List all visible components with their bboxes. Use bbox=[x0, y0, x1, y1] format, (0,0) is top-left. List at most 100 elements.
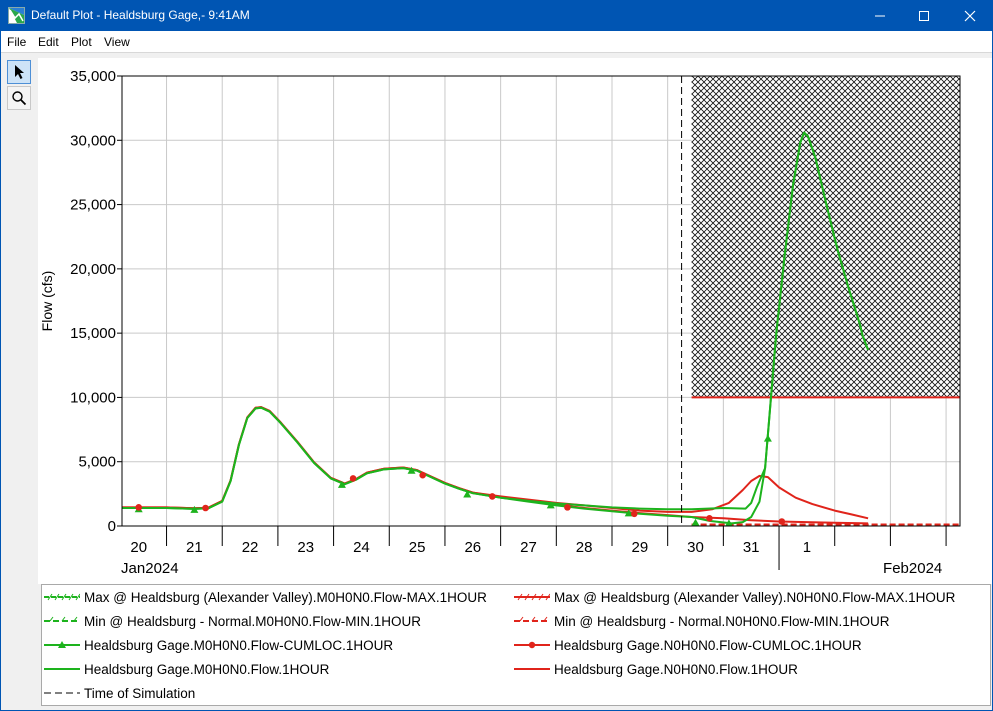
legend-label: Time of Simulation bbox=[84, 685, 196, 701]
plot-frame bbox=[121, 75, 961, 527]
legend-label: Healdsburg Gage.M0H0N0.Flow.1HOUR bbox=[84, 661, 330, 677]
plot-panel[interactable]: 0 5,000 10,000 15,000 20,000 25,000 30,000 35,0… bbox=[38, 58, 992, 584]
legend-swatch-max-m0 bbox=[44, 593, 80, 601]
x-tick-label: 25 bbox=[409, 539, 426, 556]
legend-item-max-n0[interactable]: Max @ Healdsburg (Alexander Valley).N0H0… bbox=[514, 587, 955, 607]
marker-triangle bbox=[546, 501, 555, 509]
legend-swatch-cumloc-n0 bbox=[514, 641, 550, 649]
hatched-region bbox=[691, 76, 960, 398]
arrow-pointer-icon bbox=[15, 65, 24, 79]
y-tick-label: 5,000 bbox=[78, 454, 116, 471]
marker-triangle bbox=[190, 505, 199, 513]
y-tick-label: 25,000 bbox=[70, 197, 116, 214]
legend-item-flow-n0[interactable]: Healdsburg Gage.N0H0N0.Flow.1HOUR bbox=[514, 659, 798, 679]
legend-label: Min @ Healdsburg - Normal.M0H0N0.Flow-MI… bbox=[84, 613, 422, 629]
window-titlebar[interactable]: Default Plot - Healdsburg Gage,- 9:41AM bbox=[0, 0, 993, 31]
legend-item-min-m0[interactable]: Min @ Healdsburg - Normal.M0H0N0.Flow-MI… bbox=[44, 611, 421, 631]
axes bbox=[117, 75, 961, 570]
x-tick-label: 1 bbox=[803, 539, 811, 556]
legend-item-cumloc-m0[interactable]: Healdsburg Gage.M0H0N0.Flow-CUMLOC.1HOUR bbox=[44, 635, 393, 655]
legend-item-time-of-simulation[interactable]: Time of Simulation bbox=[44, 683, 195, 703]
x-tick-label: 21 bbox=[186, 539, 203, 556]
series-line-4 bbox=[122, 131, 870, 525]
x-tick-label: 28 bbox=[576, 539, 593, 556]
plot-app-icon bbox=[8, 7, 25, 24]
zoom-tool-button[interactable] bbox=[7, 86, 31, 110]
x-tick-label: 27 bbox=[520, 539, 537, 556]
legend-swatch-min-m0 bbox=[44, 616, 80, 622]
x-tick-label: 29 bbox=[631, 539, 648, 556]
x-tick-label: 31 bbox=[743, 539, 760, 556]
y-axis-label: Flow (cfs) bbox=[39, 271, 55, 332]
marker-layer bbox=[134, 434, 786, 526]
marker-triangle bbox=[407, 466, 416, 474]
legend-label: Healdsburg Gage.N0H0N0.Flow-CUMLOC.1HOUR bbox=[554, 637, 862, 653]
y-tick-label: 20,000 bbox=[70, 261, 116, 278]
series-layer bbox=[122, 131, 960, 526]
menu-bar: File Edit Plot View bbox=[0, 31, 993, 53]
legend-label: Healdsburg Gage.N0H0N0.Flow.1HOUR bbox=[554, 661, 798, 677]
x-tick-label: 23 bbox=[297, 539, 314, 556]
y-tick-labels: 0 5,000 10,000 15,000 20,000 25,000 30,000 35,0… bbox=[70, 68, 116, 535]
y-tick-label: 10,000 bbox=[70, 389, 116, 406]
legend-item-min-n0[interactable]: Min @ Healdsburg - Normal.N0H0N0.Flow-MI… bbox=[514, 611, 890, 631]
menu-plot[interactable]: Plot bbox=[71, 35, 92, 49]
month-label: Feb2024 bbox=[883, 560, 942, 577]
month-label: Jan2024 bbox=[121, 560, 179, 577]
magnifier-icon bbox=[12, 91, 27, 106]
legend-panel[interactable]: Max @ Healdsburg (Alexander Valley).M0H0… bbox=[41, 584, 991, 706]
legend-item-max-m0[interactable]: Max @ Healdsburg (Alexander Valley).M0H0… bbox=[44, 587, 487, 607]
legend-label: Min @ Healdsburg - Normal.N0H0N0.Flow-MI… bbox=[554, 613, 890, 629]
marker-dot bbox=[778, 518, 786, 525]
marker-dot bbox=[706, 514, 713, 522]
marker-triangle bbox=[763, 434, 772, 442]
plot-toolbar bbox=[5, 58, 33, 114]
y-tick-label: 0 bbox=[108, 518, 116, 535]
x-tick-label: 26 bbox=[464, 539, 481, 556]
marker-dot bbox=[419, 471, 426, 479]
y-tick-label: 30,000 bbox=[70, 132, 116, 149]
window-frame-left bbox=[0, 31, 1, 711]
marker-triangle bbox=[624, 509, 633, 517]
max-flow-hatch bbox=[691, 76, 960, 398]
menu-view[interactable]: View bbox=[104, 35, 130, 49]
legend-swatch-max-n0 bbox=[514, 593, 550, 601]
maximize-button[interactable] bbox=[901, 0, 947, 31]
marker-dot bbox=[488, 493, 496, 500]
y-tick-label: 35,000 bbox=[70, 68, 116, 85]
pointer-tool-button[interactable] bbox=[7, 60, 31, 84]
legend-item-flow-m0[interactable]: Healdsburg Gage.M0H0N0.Flow.1HOUR bbox=[44, 659, 329, 679]
y-tick-label: 15,000 bbox=[70, 325, 116, 342]
flow-chart[interactable]: 0 5,000 10,000 15,000 20,000 25,000 30,000 35,0… bbox=[38, 58, 992, 584]
x-tick-label: 30 bbox=[687, 539, 704, 556]
marker-triangle bbox=[725, 519, 733, 526]
close-button[interactable] bbox=[947, 0, 993, 31]
minimize-button[interactable] bbox=[857, 0, 903, 31]
marker-dot bbox=[202, 504, 209, 512]
minimize-icon bbox=[875, 15, 885, 16]
legend-label: Healdsburg Gage.M0H0N0.Flow-CUMLOC.1HOUR bbox=[84, 637, 394, 653]
marker-triangle bbox=[337, 480, 346, 488]
window-title: Default Plot - Healdsburg Gage,- 9:41AM bbox=[31, 8, 250, 22]
x-tick-label: 20 bbox=[130, 539, 147, 556]
legend-label: Max @ Healdsburg (Alexander Valley).M0H0… bbox=[84, 589, 487, 605]
legend-label: Max @ Healdsburg (Alexander Valley).N0H0… bbox=[554, 589, 956, 605]
legend-swatch-flow-m0 bbox=[44, 668, 80, 670]
marker-triangle bbox=[463, 490, 472, 498]
legend-swatch-cumloc-m0 bbox=[44, 641, 80, 648]
close-icon bbox=[964, 10, 976, 21]
legend-swatch-min-n0 bbox=[514, 616, 550, 622]
legend-swatch-flow-n0 bbox=[514, 668, 550, 670]
marker-dot bbox=[630, 510, 638, 518]
marker-dot bbox=[135, 504, 143, 511]
x-tick-labels: 20 21 22 23 24 25 26 27 28 29 30 31 1 Jan2024 Feb2024 bbox=[121, 539, 942, 577]
menu-edit[interactable]: Edit bbox=[38, 35, 59, 49]
marker-dot bbox=[349, 475, 357, 482]
maximize-icon bbox=[919, 10, 929, 21]
marker-triangle bbox=[691, 518, 700, 526]
x-tick-label: 24 bbox=[353, 539, 370, 556]
x-tick-label: 22 bbox=[242, 539, 259, 556]
legend-item-cumloc-n0[interactable]: Healdsburg Gage.N0H0N0.Flow-CUMLOC.1HOUR bbox=[514, 635, 862, 655]
legend-swatch-time-of-simulation bbox=[44, 692, 80, 694]
menu-file[interactable]: File bbox=[7, 35, 27, 49]
